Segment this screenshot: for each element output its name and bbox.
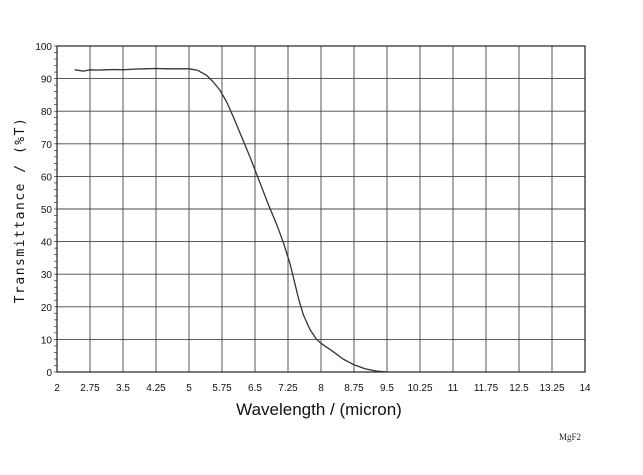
x-tick-label: 6.5 [248, 383, 262, 394]
x-tick-label: 5.75 [212, 383, 232, 394]
x-tick-label: 11.75 [474, 383, 499, 394]
y-tick-label: 100 [35, 42, 52, 53]
y-tick-label: 80 [41, 107, 53, 118]
x-tick-label: 12.5 [509, 383, 529, 394]
x-tick-label: 8 [318, 383, 324, 394]
y-tick-label: 70 [41, 140, 53, 151]
x-tick-label: 2 [54, 383, 60, 394]
x-tick-label: 2.75 [80, 383, 100, 394]
y-tick-label: 20 [41, 303, 53, 314]
x-tick-label: 13.25 [539, 383, 564, 394]
x-tick-label: 3.5 [116, 383, 130, 394]
x-tick-label: 9.5 [380, 383, 394, 394]
x-tick-label: 14 [579, 383, 591, 394]
y-tick-label: 50 [41, 205, 53, 216]
x-tick-label: 8.75 [344, 383, 364, 394]
y-tick-label: 90 [41, 75, 53, 86]
y-tick-label: 60 [41, 172, 53, 183]
x-tick-label: 11 [448, 383, 459, 394]
y-axis-title: Transmittance / (%T) [13, 117, 28, 304]
x-tick-label: 10.25 [407, 383, 432, 394]
y-tick-label: 0 [46, 368, 52, 379]
x-tick-label: 4.25 [146, 383, 166, 394]
x-tick-label: 5 [186, 383, 192, 394]
y-tick-label: 30 [41, 270, 53, 281]
y-tick-label: 10 [41, 335, 53, 346]
x-tick-label: 7.25 [278, 383, 298, 394]
tick-labels: 2 2.75 3.5 4.25 5 5.75 6.5 7.25 8 8.75 9.5 10.25 11 1… [35, 42, 591, 394]
y-tick-label: 40 [41, 238, 53, 249]
plot-frame [56, 45, 586, 373]
series-layer [74, 67, 388, 373]
axes [54, 45, 586, 373]
x-axis-title: Wavelength / (micron) [236, 400, 402, 419]
sample-annotation: MgF2 [559, 432, 581, 442]
transmittance-curve [74, 67, 388, 373]
